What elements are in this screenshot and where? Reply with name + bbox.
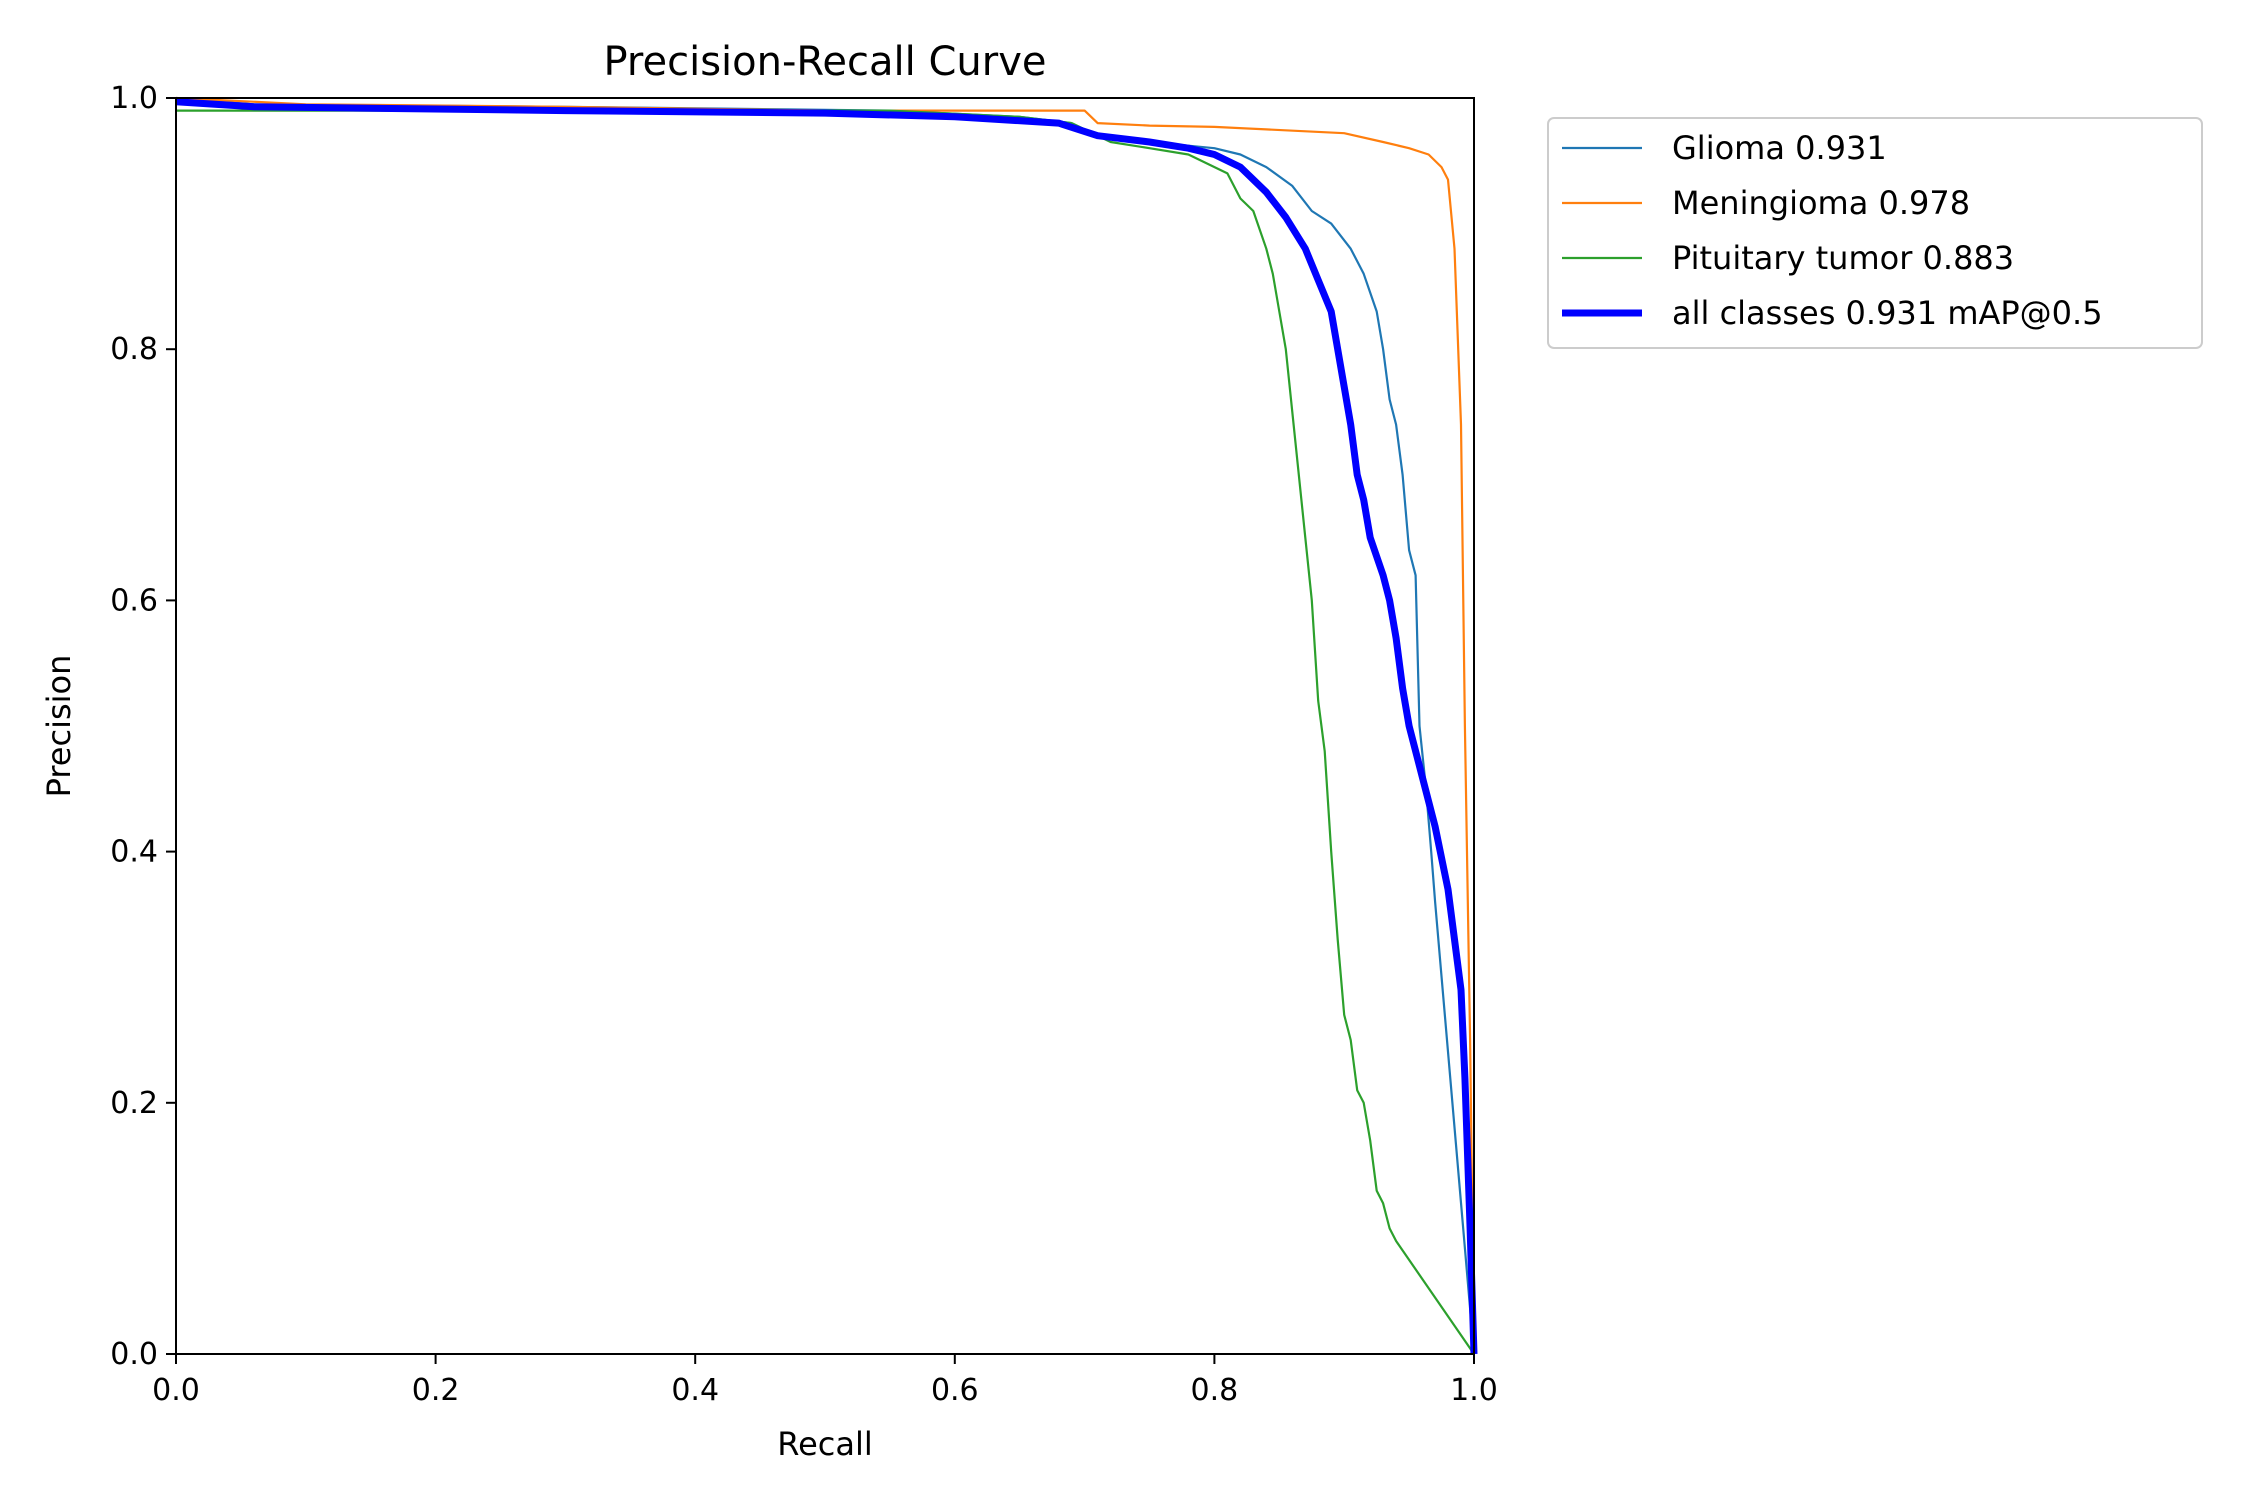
legend-label-2: Pituitary tumor 0.883 <box>1672 239 2014 277</box>
chart-title: Precision-Recall Curve <box>604 39 1047 85</box>
y-tick-label: 0.0 <box>110 1337 158 1372</box>
x-tick-label: 1.0 <box>1450 1373 1498 1408</box>
plot-frame <box>175 97 1475 1355</box>
legend-items: Glioma 0.931 Meningioma 0.978 Pituitary tu… <box>1562 129 2103 332</box>
y-tick-label: 0.4 <box>110 835 158 870</box>
legend: Glioma 0.931 Meningioma 0.978 Pituitary tu… <box>1547 117 2203 349</box>
x-tick-label: 0.6 <box>931 1373 979 1408</box>
legend-label-1: Meningioma 0.978 <box>1672 184 1970 222</box>
x-axis-title: Recall <box>777 1425 872 1463</box>
y-tick-label: 0.2 <box>110 1086 158 1121</box>
y-tick-label: 0.8 <box>110 332 158 367</box>
x-tick-label: 0.4 <box>671 1373 719 1408</box>
plot-area <box>175 96 1478 1355</box>
y-tick-label: 1.0 <box>110 81 158 116</box>
x-axis: 0.0 0.2 0.4 0.6 0.8 1.0 <box>152 1354 1498 1408</box>
y-axis-title: Precision <box>40 655 78 798</box>
y-tick-label: 0.6 <box>110 583 158 618</box>
y-axis: 0.0 0.2 0.4 0.6 0.8 1.0 <box>110 81 176 1372</box>
legend-frame <box>1547 117 2203 349</box>
series-line-3 <box>175 98 1478 1355</box>
series-layer <box>175 96 1478 1355</box>
legend-label-0: Glioma 0.931 <box>1672 129 1887 167</box>
legend-label-3: all classes 0.931 mAP@0.5 <box>1672 294 2103 332</box>
x-tick-label: 0.8 <box>1191 1373 1239 1408</box>
x-tick-label: 0.0 <box>152 1373 200 1408</box>
x-tick-label: 0.2 <box>412 1373 460 1408</box>
